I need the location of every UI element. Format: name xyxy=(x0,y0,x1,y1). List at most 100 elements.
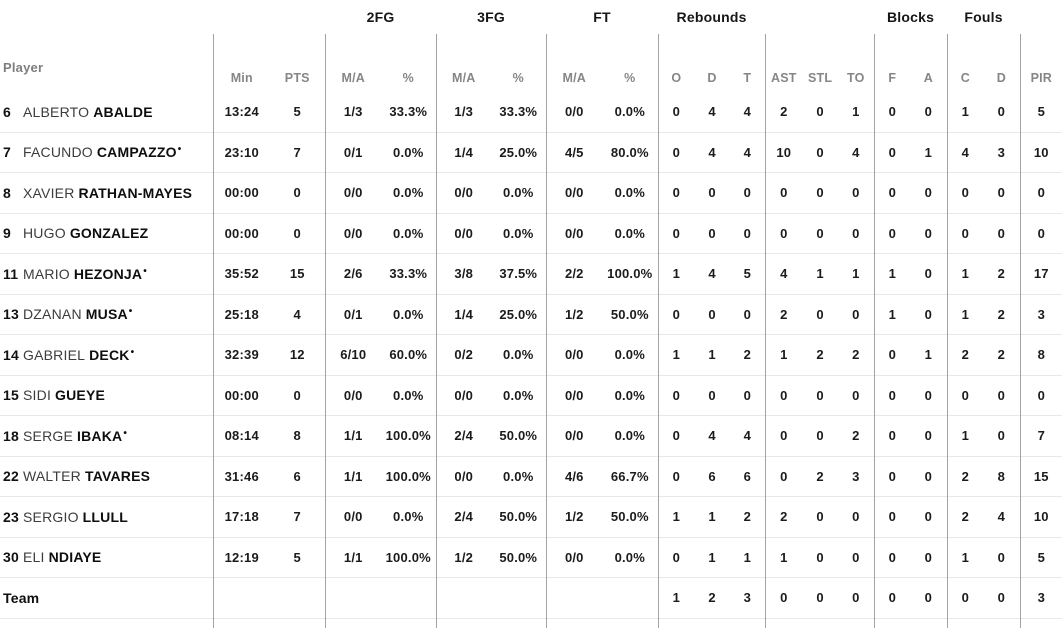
stat-to: 0 xyxy=(838,212,875,254)
stat-block-f: 1 xyxy=(873,253,911,294)
stat-pts: 7 xyxy=(270,131,325,173)
player-cell[interactable]: 22 WALTER TAVARES xyxy=(0,455,213,497)
stat-block-a: 0 xyxy=(910,374,948,416)
stat-pts: 5 xyxy=(270,536,325,578)
stat-pts: 5 xyxy=(293,104,301,120)
table-row: 14 GABRIEL DECK• 32:39 12 6/10 60.0% 0/2 0… xyxy=(0,334,1062,375)
stat-foul-d: 0 xyxy=(983,212,1021,254)
player-cell[interactable]: 23 SERGIO LLULL xyxy=(0,496,213,537)
stat-2fg-pct: 0.0% xyxy=(381,131,437,173)
stat-to: 1 xyxy=(852,104,860,120)
stat-3fg-ma: 3/8 xyxy=(435,253,492,294)
player-first-name: XAVIER xyxy=(23,184,75,201)
stat-pir: 10 xyxy=(1019,496,1062,537)
stat-stl: 2 xyxy=(802,334,839,375)
player-cell[interactable]: 15 SIDI GUEYE xyxy=(0,374,213,416)
stat-stl: 0 xyxy=(802,212,839,254)
stat-reb-o: 0 xyxy=(657,536,695,578)
stat-stl: 5 xyxy=(802,617,839,628)
stat-2fg-ma: 1/1 xyxy=(324,455,381,497)
col-header-pir: PIR xyxy=(1019,34,1062,92)
stat-min: 17:18 xyxy=(212,496,270,537)
stat-2fg-ma: 0/0 xyxy=(324,212,381,254)
col-header-fouls-c: C xyxy=(946,34,984,92)
stat-to: 0 xyxy=(838,536,875,578)
table-row: Team 1 2 3 0 0 0 0 0 0 0 3 xyxy=(0,577,1062,618)
player-cell[interactable]: 18 SERGE IBAKA• xyxy=(0,415,213,456)
stat-2fg-pct xyxy=(381,577,437,618)
stat-pir: 3 xyxy=(1019,577,1062,618)
stat-block-a: 0 xyxy=(910,577,948,618)
stat-3fg-pct: 0.0% xyxy=(491,172,547,213)
stat-to: 0 xyxy=(838,496,875,537)
col-header-ft-pct: % xyxy=(624,71,636,85)
player-last-name: LLULL xyxy=(82,508,128,525)
stat-block-f: 0 xyxy=(873,212,911,254)
group-header-spacer xyxy=(765,0,874,34)
table-row: 8 XAVIER RATHAN-MAYES 00:00 0 0/0 0.0% 0/0… xyxy=(0,172,1062,213)
stat-ft-pct: 50.0% xyxy=(602,293,659,335)
player-first-name: SERGE xyxy=(23,427,74,444)
stat-ft-pct: 66.7% xyxy=(602,455,659,497)
stat-foul-c: 4 xyxy=(946,131,984,173)
stat-reb-d: 0 xyxy=(694,212,731,254)
stat-ft-ma: 12/17 xyxy=(545,617,603,628)
stat-block-a: 0 xyxy=(910,253,948,294)
stat-2fg-pct: 50.0% xyxy=(381,617,437,628)
stat-foul-d: 3 xyxy=(983,131,1021,173)
stat-foul-c: 1 xyxy=(946,253,984,294)
stat-to: 0 xyxy=(838,577,875,618)
stat-block-f: 0 xyxy=(873,415,911,456)
player-last-name: TAVARES xyxy=(84,468,151,485)
player-cell[interactable]: 6 ALBERTO ABALDE xyxy=(0,92,213,132)
col-header-blocks-f: F xyxy=(873,34,911,92)
stat-reb-d: 1 xyxy=(694,536,731,578)
stat-foul-d: 2 xyxy=(983,293,1021,335)
stat-ast: 10 xyxy=(764,131,803,173)
player-number: 9 xyxy=(3,225,11,242)
stat-ft-pct: 100.0% xyxy=(602,253,659,294)
player-last-name: HEZONJA xyxy=(73,265,143,282)
player-last-name: CAMPAZZO xyxy=(96,144,177,161)
stat-min: 00:00 xyxy=(212,374,270,416)
player-number: 18 xyxy=(3,427,19,444)
stat-foul-d: 0 xyxy=(983,577,1021,618)
player-last-name: NDIAYE xyxy=(48,549,102,566)
stat-reb-o: 0 xyxy=(657,415,695,456)
stat-pts: 8 xyxy=(270,415,325,456)
player-cell[interactable]: 7 FACUNDO CAMPAZZO• xyxy=(0,131,213,173)
stat-2fg-ma: 1/1 xyxy=(324,415,381,456)
stat-reb-t: 0 xyxy=(730,374,766,416)
stat-ft-ma: 0/0 xyxy=(545,415,603,456)
player-cell[interactable]: Total xyxy=(0,617,213,628)
stat-block-a: 0 xyxy=(910,172,948,213)
player-cell[interactable]: 11 MARIO HEZONJA• xyxy=(0,253,213,294)
player-cell[interactable]: 9 HUGO GONZALEZ xyxy=(0,212,213,254)
starter-indicator: • xyxy=(177,144,182,156)
player-cell[interactable]: Team xyxy=(0,577,213,618)
stat-reb-d: 4 xyxy=(694,131,731,173)
stat-ast: 22 xyxy=(764,617,803,628)
stat-min: 200:00 xyxy=(212,617,270,628)
player-cell[interactable]: 8 XAVIER RATHAN-MAYES xyxy=(0,172,213,213)
table-row: Total 200:00 69 12/24 50.0% 11/31 35.5% … xyxy=(0,617,1062,628)
col-header-to: TO xyxy=(847,71,865,85)
player-first-name: SERGIO xyxy=(23,508,79,525)
starter-indicator: • xyxy=(123,427,128,439)
stat-pir: 5 xyxy=(1019,536,1062,578)
stat-3fg-pct: 0.0% xyxy=(491,212,547,254)
stat-foul-c: 1 xyxy=(946,293,984,335)
player-last-name: DECK xyxy=(89,346,130,363)
player-cell[interactable]: 30 ELI NDIAYE xyxy=(0,536,213,578)
stat-ast: 2 xyxy=(764,92,803,132)
stat-ft-ma: 1/2 xyxy=(545,496,603,537)
stat-reb-d: 4 xyxy=(694,415,731,456)
group-header-spacer xyxy=(213,0,325,34)
stat-stl: 0 xyxy=(802,293,839,335)
stat-reb-o: 4 xyxy=(657,617,695,628)
stat-block-f: 2 xyxy=(873,617,911,628)
stat-stl: 0 xyxy=(802,131,839,173)
player-cell[interactable]: 13 DZANAN MUSA• xyxy=(0,293,213,335)
player-cell[interactable]: 14 GABRIEL DECK• xyxy=(0,334,213,375)
stat-ast: 4 xyxy=(764,253,803,294)
